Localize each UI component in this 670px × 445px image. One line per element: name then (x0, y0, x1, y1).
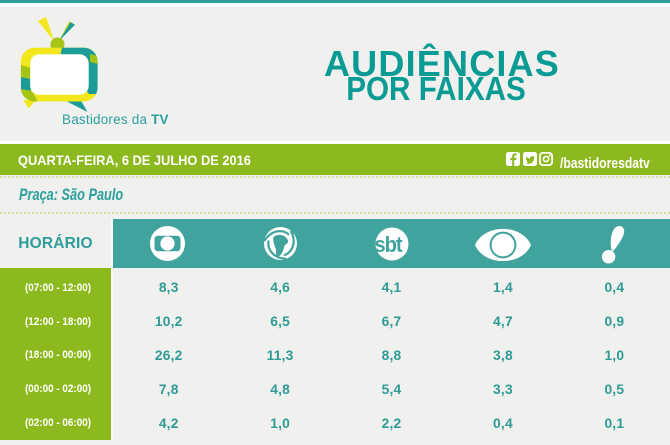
svg-text:sbt: sbt (375, 231, 402, 256)
